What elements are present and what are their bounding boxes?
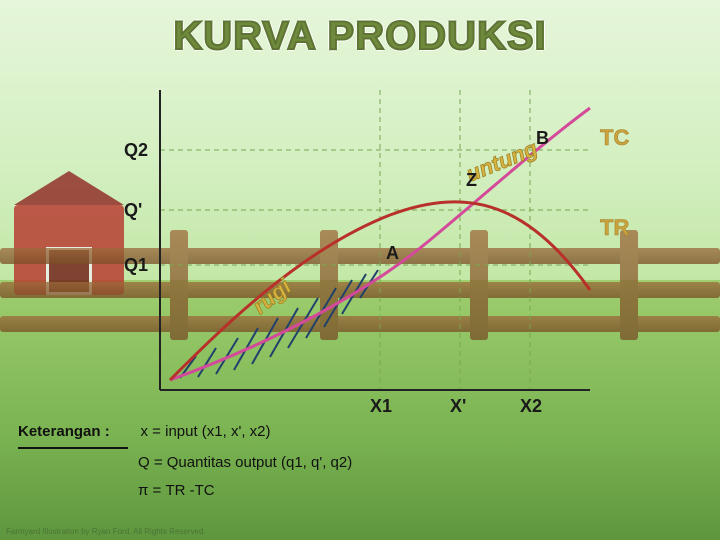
label-rugi: rugi [248, 273, 297, 319]
keterangan-line-2: Q = Quantitas output (q1, q', q2) [138, 454, 352, 471]
keterangan-line-1: x = input (x1, x', x2) [141, 423, 271, 440]
chart-svg: untungrugi AZB Q2Q'Q1 X1X'X2 TCTR [160, 90, 590, 390]
x-tick-X': X' [450, 396, 466, 416]
keterangan-block: Keterangan : x = input (x1, x', x2) Q = … [18, 418, 352, 506]
keterangan-line-3: π = TR -TC [138, 482, 215, 499]
y-tick-Q1: Q1 [124, 255, 148, 275]
gridlines [160, 90, 590, 390]
footer-credit: Farmyard Illustration by Ryan Ford. All … [6, 527, 206, 536]
point-label-B: B [536, 128, 549, 148]
angle-labels: untungrugi [248, 135, 542, 319]
curve-label-TC: TC [600, 125, 629, 150]
x-tick-X1: X1 [370, 396, 392, 416]
y-tick-Q2: Q2 [124, 140, 148, 160]
curve-label-TR: TR [600, 215, 629, 240]
keterangan-header: Keterangan : [18, 418, 128, 449]
x-tick-X2: X2 [520, 396, 542, 416]
production-curve-chart: untungrugi AZB Q2Q'Q1 X1X'X2 TCTR [160, 90, 590, 390]
point-label-A: A [386, 243, 399, 263]
page-title: KURVA PRODUKSI [0, 14, 720, 59]
point-label-Z: Z [466, 170, 477, 190]
y-tick-Q': Q' [124, 200, 142, 220]
slide-root: KURVA PRODUKSI untungrugi A Z B Q2 Q' Q1 X1 X… [0, 0, 720, 540]
